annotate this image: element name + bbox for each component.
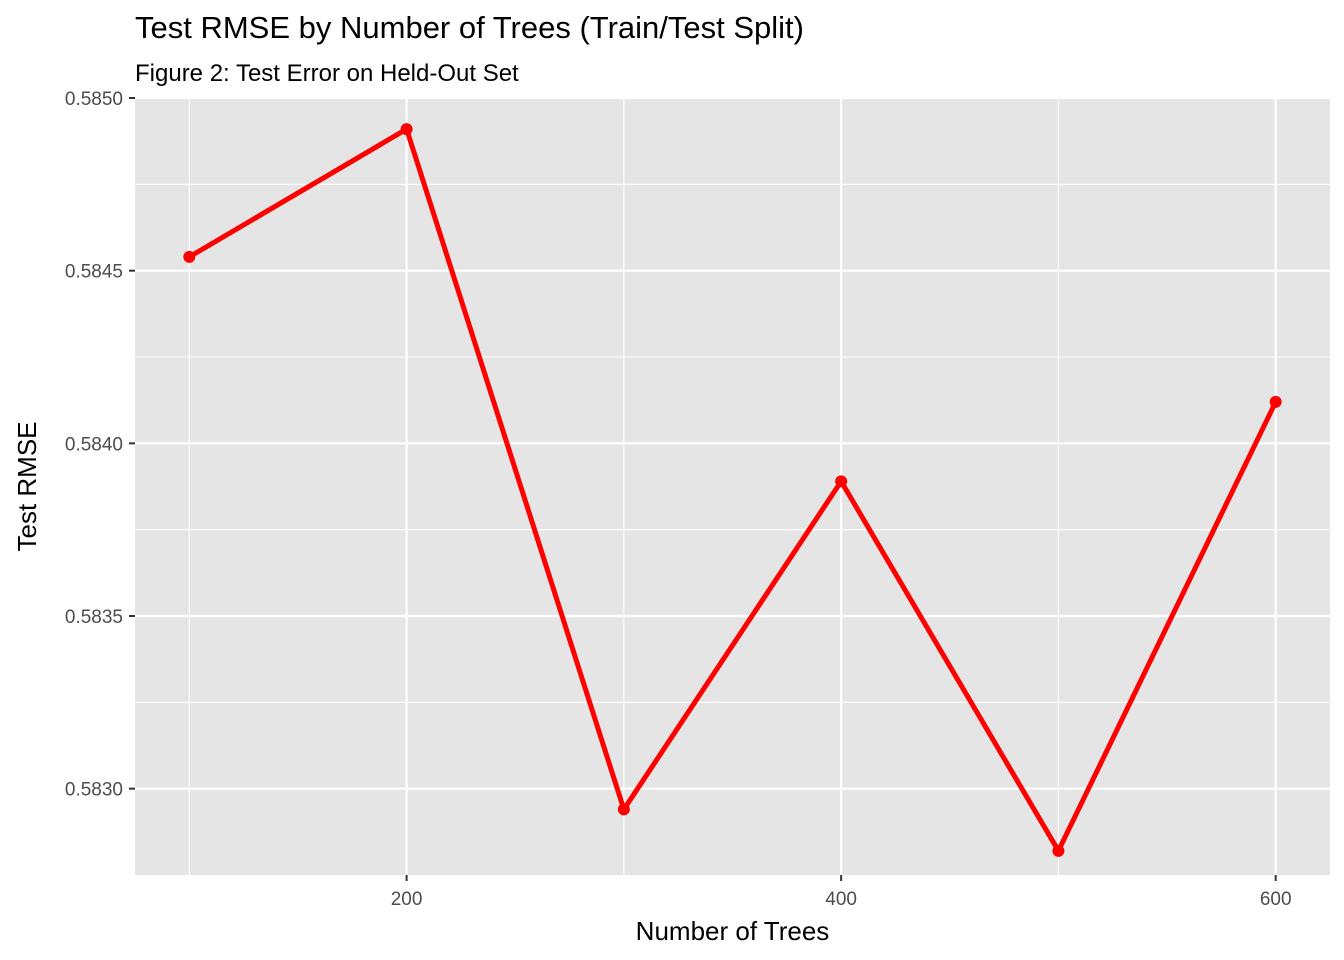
y-axis-ticks: 0.5830 0.5835 0.5840 0.5845 0.5850 (65, 89, 135, 801)
y-tick-label: 0.5835 (65, 607, 123, 628)
major-gridlines (135, 96, 1330, 875)
y-tick-label: 0.5830 (65, 780, 123, 801)
x-tick-label: 200 (391, 889, 423, 910)
y-tick-label: 0.5845 (65, 262, 123, 283)
series-line-segment (404, 126, 627, 812)
series-line-segment (621, 478, 844, 812)
series-line-segment (838, 478, 1061, 854)
y-tick-label: 0.5840 (65, 434, 123, 455)
chart-title: Test RMSE by Number of Trees (Train/Test… (135, 10, 804, 45)
x-tick-label: 400 (825, 889, 857, 910)
data-point[interactable] (183, 250, 196, 263)
y-axis-title: Test RMSE (12, 421, 42, 551)
series-points (183, 123, 1282, 857)
data-point[interactable] (400, 123, 413, 136)
x-axis-ticks: 200 400 600 (391, 875, 1292, 910)
y-tick-label: 0.5850 (65, 89, 123, 110)
x-axis-title: Number of Trees (636, 916, 830, 946)
series-line-segment (1055, 399, 1279, 854)
chart-subtitle: Figure 2: Test Error on Held-Out Set (135, 60, 519, 87)
series-line-segment (186, 126, 410, 260)
data-point[interactable] (1052, 844, 1065, 857)
x-tick-label: 600 (1260, 889, 1292, 910)
series-lines (186, 126, 1279, 854)
data-point[interactable] (617, 803, 630, 816)
data-point[interactable] (1269, 395, 1282, 408)
plot-panel (135, 98, 1330, 875)
data-point[interactable] (835, 475, 848, 488)
